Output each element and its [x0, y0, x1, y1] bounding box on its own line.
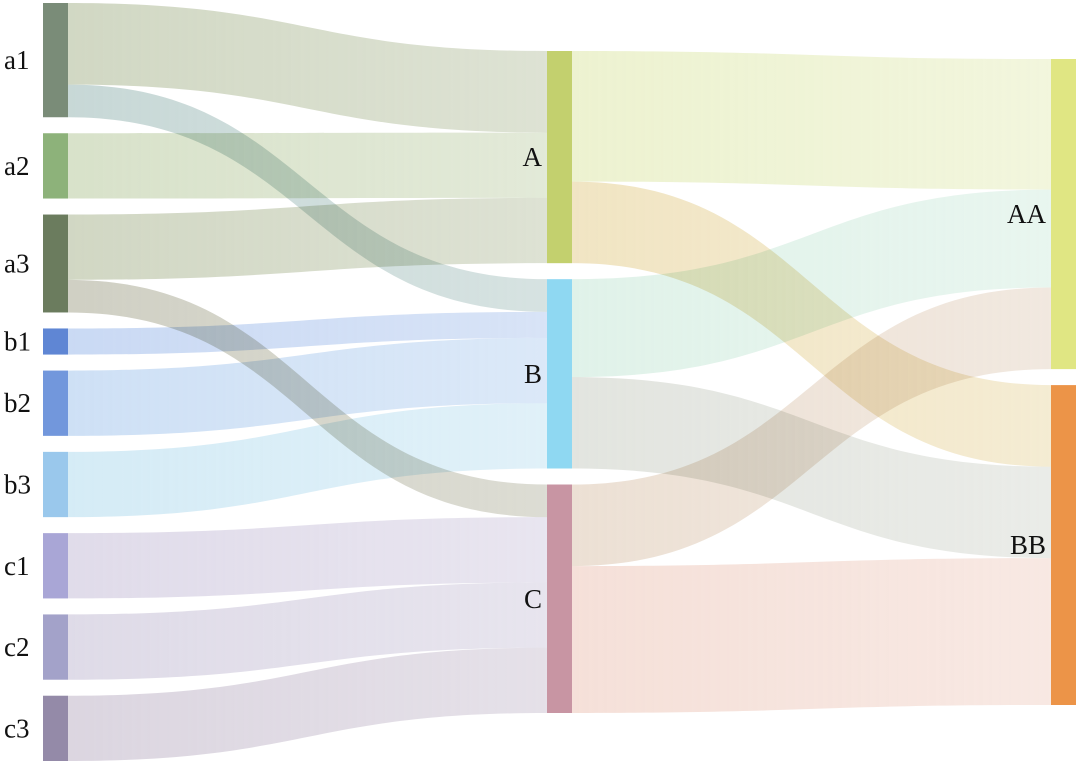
- node-label-C: C: [524, 584, 542, 614]
- node-label-AA: AA: [1007, 199, 1046, 229]
- node-a1: [43, 3, 68, 118]
- link-b2-to-B: [68, 337, 547, 436]
- node-label-c3: c3: [4, 713, 29, 743]
- node-a2: [43, 133, 68, 199]
- node-c1: [43, 533, 68, 599]
- node-label-a3: a3: [4, 248, 29, 278]
- labels-layer: a1 a2 a3 b1 b2 b3 c1 c2 c3 A B C AA BB: [4, 45, 1046, 743]
- node-label-b3: b3: [4, 470, 31, 500]
- node-a3: [43, 214, 68, 313]
- node-label-B: B: [524, 359, 542, 389]
- node-b1: [43, 328, 68, 355]
- node-b2: [43, 370, 68, 436]
- node-label-a2: a2: [4, 151, 29, 181]
- link-b1-to-B: [68, 311, 547, 355]
- link-a1-to-A: [68, 3, 547, 133]
- link-B-to-AA: [572, 189, 1051, 378]
- link-a2-to-A: [68, 132, 547, 199]
- node-AA: [1051, 59, 1076, 370]
- link-b3-to-B: [68, 403, 547, 518]
- node-c3: [43, 695, 68, 761]
- link-c3-to-C: [68, 647, 547, 761]
- node-B: [547, 279, 572, 469]
- link-A-to-AA: [572, 51, 1051, 190]
- node-label-a1: a1: [4, 45, 29, 75]
- node-label-c2: c2: [4, 632, 29, 662]
- link-C-to-BB: [572, 558, 1051, 713]
- node-b3: [43, 451, 68, 518]
- node-label-c1: c1: [4, 551, 29, 581]
- node-C: [547, 484, 572, 713]
- node-BB: [1051, 385, 1076, 705]
- node-c2: [43, 614, 68, 680]
- node-label-b2: b2: [4, 388, 31, 418]
- node-label-b1: b1: [4, 327, 31, 357]
- link-a3-to-A: [68, 197, 547, 280]
- link-C-to-AA: [572, 287, 1051, 567]
- link-c2-to-C: [68, 582, 547, 680]
- node-label-BB: BB: [1010, 530, 1046, 560]
- link-c1-to-C: [68, 517, 547, 599]
- links-layer: [68, 3, 1051, 761]
- node-label-A: A: [523, 142, 543, 172]
- node-A: [547, 51, 572, 264]
- nodes-layer: [43, 3, 1076, 761]
